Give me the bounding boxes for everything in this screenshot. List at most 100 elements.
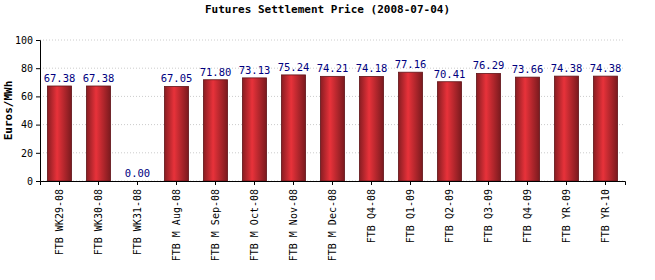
x-tick-mark xyxy=(254,181,255,185)
data-label: 74.38 xyxy=(551,62,583,74)
x-tick-label: FTB WK29-08 xyxy=(54,189,65,255)
bar xyxy=(359,76,383,181)
data-label: 67.38 xyxy=(83,72,115,84)
x-tick-label: FTB M Oct-08 xyxy=(249,189,260,261)
data-label: 75.24 xyxy=(278,61,310,73)
x-tick-mark xyxy=(332,181,333,185)
bar xyxy=(47,86,71,181)
data-label: 67.38 xyxy=(44,72,76,84)
x-tick-label: FTB M Sep-08 xyxy=(210,189,221,261)
y-tick: 100 xyxy=(15,35,40,46)
x-tick: FTB Q4-09 xyxy=(522,181,533,243)
bar xyxy=(320,76,344,181)
x-axis-line xyxy=(41,182,626,186)
x-tick-mark xyxy=(488,181,489,185)
x-tick-label: FTB Q4-08 xyxy=(366,189,377,243)
x-tick: FTB M Sep-08 xyxy=(210,181,221,261)
x-tick: FTB YR-09 xyxy=(561,181,572,243)
bars xyxy=(47,72,617,181)
grid-line xyxy=(40,40,625,41)
x-tick-label: FTB YR-09 xyxy=(561,189,572,243)
y-tick-label: 80 xyxy=(21,63,33,74)
y-tick-label: 40 xyxy=(21,119,33,130)
x-tick-label: FTB Q3-09 xyxy=(483,189,494,243)
x-tick: FTB Q1-09 xyxy=(405,181,416,243)
chart: Futures Settlement Price (2008-07-04) 67.… xyxy=(0,0,655,280)
x-tick: FTB YR-10 xyxy=(600,181,611,243)
plot: 67.38 67.38 0.00 67.05 71.80 73.13 75.24 74.21 7… xyxy=(15,35,626,262)
data-label: 71.80 xyxy=(200,66,232,78)
x-tick: FTB Q3-09 xyxy=(483,181,494,243)
data-label: 77.16 xyxy=(395,58,427,70)
x-tick-label: FTB Q1-09 xyxy=(405,189,416,243)
y-tick-mark xyxy=(36,181,40,182)
bar xyxy=(281,75,305,181)
data-label: 0.00 xyxy=(125,167,150,179)
data-label: 74.21 xyxy=(317,62,349,74)
x-tick-mark xyxy=(98,181,99,185)
y-tick-mark xyxy=(36,68,40,69)
y-tick-label: 100 xyxy=(15,35,33,46)
bar xyxy=(593,76,617,181)
data-label: 70.41 xyxy=(434,68,466,80)
bar xyxy=(398,72,422,181)
data-label: 73.66 xyxy=(512,63,544,75)
bar xyxy=(86,86,110,181)
data-label: 74.18 xyxy=(356,62,388,74)
x-tick-mark xyxy=(527,181,528,185)
x-tick-mark xyxy=(59,181,60,185)
x-tick-mark xyxy=(449,181,450,185)
x-tick: FTB M Dec-08 xyxy=(327,181,338,261)
y-tick: 20 xyxy=(21,148,40,159)
x-axis: FTB WK29-08 FTB WK30-08 FTB WK31-08 FTB M A… xyxy=(41,181,626,261)
x-tick-label: FTB YR-10 xyxy=(600,189,611,243)
data-label: 73.13 xyxy=(239,64,271,76)
x-tick-label: FTB WK30-08 xyxy=(93,189,104,255)
x-tick-label: FTB Q2-09 xyxy=(444,189,455,243)
bar xyxy=(476,73,500,181)
y-tick-label: 20 xyxy=(21,148,33,159)
grid xyxy=(40,40,625,181)
x-tick-mark xyxy=(371,181,372,185)
bar xyxy=(164,86,188,181)
x-tick-label: FTB Q4-09 xyxy=(522,189,533,243)
x-tick-mark xyxy=(137,181,138,185)
x-tick: FTB WK30-08 xyxy=(93,181,104,255)
data-labels: 67.38 67.38 0.00 67.05 71.80 73.13 75.24 74.21 7… xyxy=(44,58,622,179)
x-tick: FTB WK31-08 xyxy=(132,181,143,255)
y-tick-label: 60 xyxy=(21,91,33,102)
x-tick-label: FTB WK31-08 xyxy=(132,189,143,255)
bar xyxy=(554,76,578,181)
x-tick-label: FTB M Dec-08 xyxy=(327,189,338,261)
y-axis: 0 20 40 60 80 100 xyxy=(15,35,41,187)
y-tick-label: 0 xyxy=(27,176,33,187)
bar xyxy=(125,181,149,182)
x-tick: FTB WK29-08 xyxy=(54,181,65,255)
x-tick: FTB Q2-09 xyxy=(444,181,455,243)
x-tick: FTB M Oct-08 xyxy=(249,181,260,261)
x-tick-label: FTB M Nov-08 xyxy=(288,189,299,261)
x-tick-mark xyxy=(215,181,216,185)
y-tick: 80 xyxy=(21,63,40,74)
data-label: 67.05 xyxy=(161,72,193,84)
x-tick: FTB M Nov-08 xyxy=(288,181,299,261)
y-tick-mark xyxy=(36,96,40,97)
bar xyxy=(437,82,461,181)
y-tick: 60 xyxy=(21,91,40,102)
y-tick-mark xyxy=(36,40,40,41)
title: Futures Settlement Price (2008-07-04) xyxy=(205,3,450,16)
y-tick-mark xyxy=(36,153,40,154)
x-tick-mark xyxy=(410,181,411,185)
data-label: 74.38 xyxy=(590,62,622,74)
x-tick-label: FTB M Aug-08 xyxy=(171,189,182,261)
x-tick-mark xyxy=(566,181,567,185)
y-tick: 0 xyxy=(27,176,40,187)
x-tick: FTB M Aug-08 xyxy=(171,181,182,261)
x-tick-mark xyxy=(605,181,606,185)
y-axis-line xyxy=(36,41,41,182)
data-label: 76.29 xyxy=(473,59,505,71)
bar xyxy=(203,80,227,181)
x-tick-mark xyxy=(176,181,177,185)
bar xyxy=(515,77,539,181)
y-axis-title: Euros/MWh xyxy=(2,81,15,141)
